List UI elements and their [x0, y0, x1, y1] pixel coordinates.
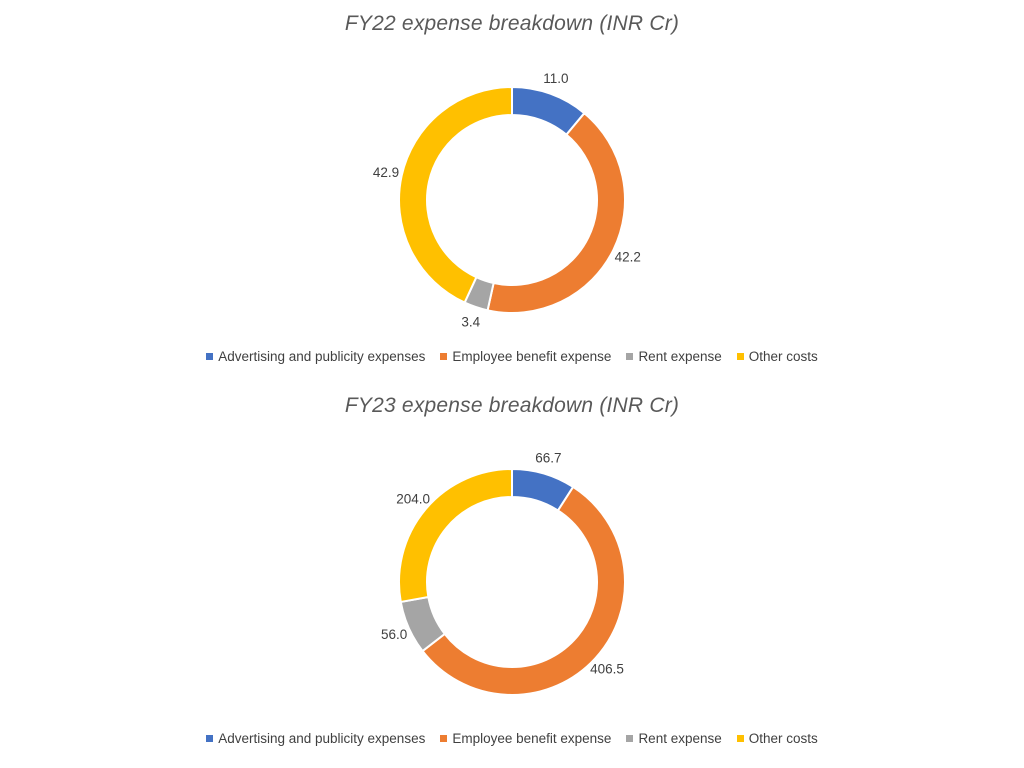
chart-title-fy23: FY23 expense breakdown (INR Cr) [344, 394, 680, 417]
legend-item-other-costs: Other costs [736, 731, 818, 746]
chart-fy23-expense-breakdown: FY23 expense breakdown (INR Cr) 66.7 406.… [0, 382, 1024, 767]
donut-segment-employee-benefit-expense [421, 485, 626, 696]
donut-chart-fy23: 66.7 406.5 56.0 204.0 [381, 451, 626, 696]
legend-label: Advertising and publicity expenses [218, 349, 426, 364]
legend-swatch-icon [626, 353, 634, 360]
legend-label: Employee benefit expense [452, 731, 612, 746]
chart-fy22-expense-breakdown: FY22 expense breakdown (INR Cr) 11.0 42.2… [0, 12, 1024, 364]
legend-swatch-icon [440, 353, 448, 360]
legend-swatch-icon [626, 735, 634, 742]
chart-legend-fy22: Advertising and publicity expenses Employ… [0, 349, 1024, 364]
legend-swatch-icon [736, 735, 744, 742]
legend-label: Other costs [748, 731, 818, 746]
chart-title-fy22: FY22 expense breakdown (INR Cr) [344, 12, 680, 35]
legend-swatch-icon [736, 353, 744, 360]
data-label-other-costs: 42.9 [373, 165, 399, 180]
data-label-employee-benefit-expense: 406.5 [590, 662, 624, 677]
chart-legend-fy23: Advertising and publicity expenses Employ… [0, 731, 1024, 746]
donut-segment-other-costs [398, 86, 513, 304]
legend-label: Rent expense [638, 349, 722, 364]
donut-chart-fy22: 11.0 42.2 3.4 42.9 [373, 71, 641, 330]
data-label-advertising-and-publicity-expenses: 11.0 [543, 71, 568, 86]
legend-item-advertising-and-publicity-expenses: Advertising and publicity expenses [206, 349, 425, 364]
legend-label: Advertising and publicity expenses [218, 731, 426, 746]
legend-swatch-icon [206, 735, 214, 742]
legend-item-employee-benefit-expense: Employee benefit expense [440, 731, 611, 746]
legend-label: Rent expense [638, 731, 722, 746]
legend-label: Employee benefit expense [452, 349, 612, 364]
data-label-employee-benefit-expense: 42.2 [615, 249, 641, 264]
legend-item-rent-expense: Rent expense [626, 349, 722, 364]
legend-label: Other costs [748, 349, 818, 364]
legend-swatch-icon [206, 353, 214, 360]
legend-item-other-costs: Other costs [736, 349, 818, 364]
data-label-rent-expense: 3.4 [461, 315, 480, 330]
data-label-advertising-and-publicity-expenses: 66.7 [535, 451, 561, 466]
legend-swatch-icon [440, 735, 448, 742]
donut-segment-employee-benefit-expense [486, 112, 626, 314]
legend-item-employee-benefit-expense: Employee benefit expense [440, 349, 611, 364]
data-label-rent-expense: 56.0 [381, 627, 407, 642]
donut-segment-other-costs [398, 468, 513, 603]
data-label-other-costs: 204.0 [396, 492, 430, 507]
legend-item-advertising-and-publicity-expenses: Advertising and publicity expenses [206, 731, 425, 746]
legend-item-rent-expense: Rent expense [626, 731, 722, 746]
